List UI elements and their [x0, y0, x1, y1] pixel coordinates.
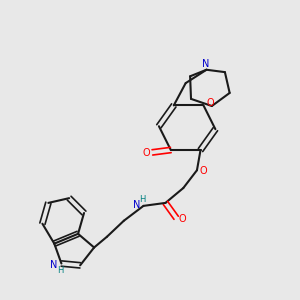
Text: H: H	[57, 266, 63, 275]
Text: O: O	[206, 98, 214, 108]
Text: O: O	[199, 167, 207, 176]
Text: O: O	[178, 214, 186, 224]
Text: H: H	[139, 195, 146, 204]
Text: O: O	[142, 148, 150, 158]
Text: N: N	[133, 200, 140, 210]
Text: N: N	[50, 260, 58, 270]
Text: N: N	[202, 59, 210, 69]
